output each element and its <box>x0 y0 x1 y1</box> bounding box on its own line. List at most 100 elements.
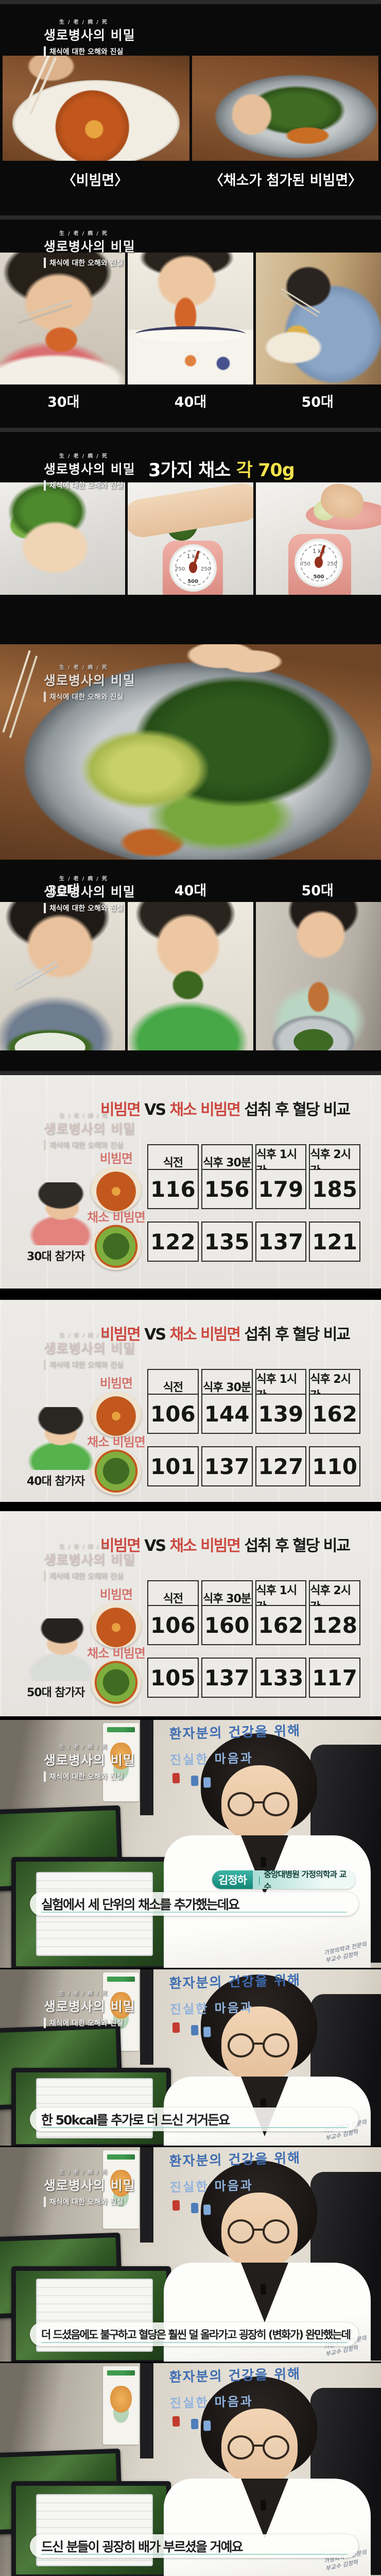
dial-unit: 1 kg <box>186 553 199 560</box>
logo-hanja: 生/老/病/死 <box>59 1544 111 1550</box>
show-logo: 生/老/病/死 생로병사의 비밀 채식에 대한 오해와 진실 <box>44 663 135 702</box>
photo-bibim-bowl <box>3 56 189 161</box>
doctor-name: 김정하 <box>212 1870 253 1889</box>
value: 185 <box>309 1169 360 1209</box>
participant-photo <box>25 1618 97 1681</box>
glasses-bridge <box>253 2445 264 2447</box>
caption-40s: 40대 <box>174 394 207 410</box>
logo-title: 생로병사의 비밀 <box>44 1122 135 1136</box>
subtitle-caption: 한 50kcal를 추가로 더 드신 거거든요 <box>30 2107 358 2131</box>
logo-title: 생로병사의 비밀 <box>44 1341 135 1356</box>
logo-subtitle: 채식에 대한 오해와 진실 <box>44 2018 135 2028</box>
logo-title: 생로병사의 비밀 <box>44 1753 135 1768</box>
veg-bowl-icon <box>91 1225 141 1270</box>
weighing-photos: 1 kg 750 250 500 1 kg 750 250 <box>0 482 381 595</box>
value: 105 <box>147 1658 199 1698</box>
wall-frame <box>140 1969 153 2065</box>
subtitle-caption: 실험에서 세 단위의 채소를 추가했는데요 <box>30 1892 358 1916</box>
veg-title-accent: 각 70g <box>236 460 295 481</box>
show-logo-watermark: 生/老/病/死 생로병사의 비밀 채식에 대한 오해와 진실 <box>44 1542 135 1581</box>
photo-lettuce-hands <box>0 482 126 595</box>
title-veg-bibim: 채소 비빔면 <box>169 1101 241 1119</box>
lavalier-mic-icon <box>261 2500 266 2511</box>
lavalier-mic-icon <box>261 1857 266 1867</box>
table-row-veg-bibim: 122 135 137 121 <box>147 1222 360 1262</box>
logo-hanja: 生/老/病/死 <box>59 2170 111 2176</box>
divider <box>0 1071 381 1075</box>
dial-750: 750 <box>175 566 185 572</box>
chopsticks-icon <box>16 299 72 319</box>
glasses-bridge <box>253 1801 264 1803</box>
doctor-office-scene: 환자분의 건강을 위해 진실한 마음과 SAMSUNG 가정의학과 전문의 부교… <box>0 2363 381 2576</box>
tasting-photos <box>0 253 381 384</box>
divider <box>0 1502 381 1511</box>
logo-hanja: 生/老/病/死 <box>59 231 111 237</box>
face-shape <box>221 1765 298 1842</box>
wall-frame <box>140 1720 153 1815</box>
value: 162 <box>309 1394 360 1434</box>
title-bibim: 비빔면 <box>100 1101 141 1119</box>
participant-photo <box>25 1182 97 1245</box>
doctor-figure <box>164 2161 371 2362</box>
title-vs: VS <box>140 1326 170 1344</box>
logo-subtitle: 채식에 대한 오해와 진실 <box>44 692 135 702</box>
bibim-bowl-icon <box>91 1392 141 1437</box>
wall-frame <box>140 2363 153 2458</box>
value: 121 <box>309 1222 360 1262</box>
poster-line-1: 환자분의 건강을 위해 <box>169 1972 301 1992</box>
logo-subtitle: 채식에 대한 오해와 진실 <box>44 480 135 491</box>
pear-poster <box>103 1723 139 1801</box>
face-shape <box>221 2006 298 2083</box>
value: 160 <box>201 1605 253 1645</box>
interview-frame-3: 환자분의 건강을 위해 진실한 마음과 SAMSUNG 가정의학과 전문의 부교… <box>0 2146 381 2362</box>
dial-ticks <box>300 544 338 581</box>
participant-caption: 50대 참가자 <box>27 1686 85 1699</box>
poster-line-1: 환자분의 건강을 위해 <box>169 2150 301 2170</box>
age-captions: 30대 40대 50대 <box>0 879 381 899</box>
caption-veg-bibim: 〈채소가 첨가된 비빔면〉 <box>209 173 362 189</box>
veg-title-main: 3가지 채소 <box>148 460 231 481</box>
glasses-icon <box>263 2219 289 2244</box>
divider <box>0 1716 381 1720</box>
veg-title: 3가지 채소 각 70g <box>82 456 360 482</box>
table-header-row: 식전 식후 30분 식후 1시간 식후 2시간 <box>147 1369 360 1404</box>
monitor-bottom <box>11 2067 171 2146</box>
show-logo-watermark: 生/老/病/死 생로병사의 비밀 채식에 대한 오해와 진실 <box>44 1331 135 1370</box>
dial-250: 250 <box>200 566 211 572</box>
row-label-veg-bibim: 채소 비빔면 <box>87 1646 146 1661</box>
glasses-icon <box>228 2033 254 2058</box>
title-bibim: 비빔면 <box>100 1326 141 1344</box>
logo-subtitle: 채식에 대한 오해와 진실 <box>44 1571 135 1581</box>
glasses-icon <box>228 1792 254 1816</box>
value: 106 <box>147 1605 199 1645</box>
chopsticks-icon <box>13 961 58 988</box>
chopsticks-icon <box>2 650 31 733</box>
value: 137 <box>255 1222 307 1262</box>
show-logo: 生/老/病/死 생로병사의 비밀 채식에 대한 오해와 진실 <box>44 1989 135 2028</box>
poster-icons <box>172 2416 180 2427</box>
value: 133 <box>255 1658 307 1698</box>
caption-30s: 30대 <box>47 883 80 899</box>
poster-line-2: 진실한 마음과 <box>169 2394 254 2411</box>
top-strip <box>0 0 381 4</box>
dial-hub <box>315 556 323 568</box>
logo-hanja: 生/老/病/死 <box>59 876 111 882</box>
photo-veg-bowl-large <box>0 644 381 860</box>
frame-bowls-compare: 生/老/病/死 생로병사의 비밀 채식에 대한 오해와 진실 〈비빔면〉 〈채소… <box>0 4 381 215</box>
poster-line-1: 환자분의 건강을 위해 <box>169 2366 301 2386</box>
row-label-veg-bibim: 채소 비빔면 <box>87 1435 146 1449</box>
show-logo: 生/老/病/死 생로병사의 비밀 채식에 대한 오해와 진실 <box>44 874 135 913</box>
value: 144 <box>201 1394 253 1434</box>
dial-ticks <box>175 549 211 586</box>
table-row-bibim: 106 144 139 162 <box>147 1394 360 1434</box>
caption-40s: 40대 <box>174 883 207 899</box>
table-title: 비빔면 VS 채소 비빔면 섭취 후 혈당 비교 <box>77 1533 373 1555</box>
table-row-veg-bibim: 105 137 133 117 <box>147 1658 360 1698</box>
pear-poster <box>103 2366 139 2445</box>
photo-scale-greens: 1 kg 750 250 500 <box>128 482 253 595</box>
lavalier-mic-icon <box>261 2284 266 2295</box>
caption-50s: 50대 <box>301 394 334 410</box>
poster-line-2: 진실한 마음과 <box>169 2178 254 2195</box>
photo-50s-eating-veg <box>255 902 381 1050</box>
tasting-photos <box>0 902 381 1050</box>
